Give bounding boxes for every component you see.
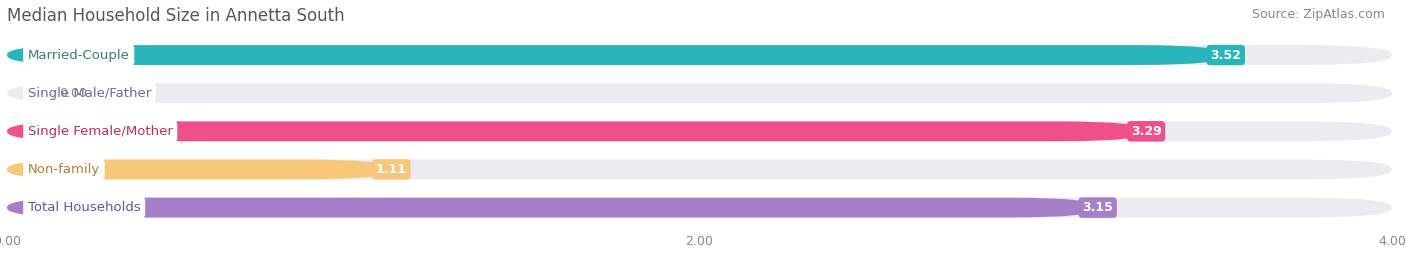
Text: Source: ZipAtlas.com: Source: ZipAtlas.com bbox=[1251, 8, 1385, 21]
FancyBboxPatch shape bbox=[7, 159, 1392, 179]
Text: Single Male/Father: Single Male/Father bbox=[28, 87, 150, 100]
Text: 3.15: 3.15 bbox=[1083, 201, 1114, 214]
FancyBboxPatch shape bbox=[7, 45, 1226, 65]
FancyBboxPatch shape bbox=[7, 159, 391, 179]
Text: Married-Couple: Married-Couple bbox=[28, 49, 129, 62]
FancyBboxPatch shape bbox=[7, 198, 1098, 218]
FancyBboxPatch shape bbox=[7, 121, 1146, 141]
FancyBboxPatch shape bbox=[7, 121, 1392, 141]
FancyBboxPatch shape bbox=[7, 45, 1392, 65]
Text: Median Household Size in Annetta South: Median Household Size in Annetta South bbox=[7, 7, 344, 25]
FancyBboxPatch shape bbox=[7, 198, 1392, 218]
Text: Single Female/Mother: Single Female/Mother bbox=[28, 125, 173, 138]
Text: Total Households: Total Households bbox=[28, 201, 141, 214]
Text: 1.11: 1.11 bbox=[375, 163, 406, 176]
Text: 0.00: 0.00 bbox=[59, 87, 87, 100]
Text: 3.29: 3.29 bbox=[1130, 125, 1161, 138]
FancyBboxPatch shape bbox=[7, 83, 1392, 103]
Text: Non-family: Non-family bbox=[28, 163, 100, 176]
Text: 3.52: 3.52 bbox=[1211, 49, 1241, 62]
